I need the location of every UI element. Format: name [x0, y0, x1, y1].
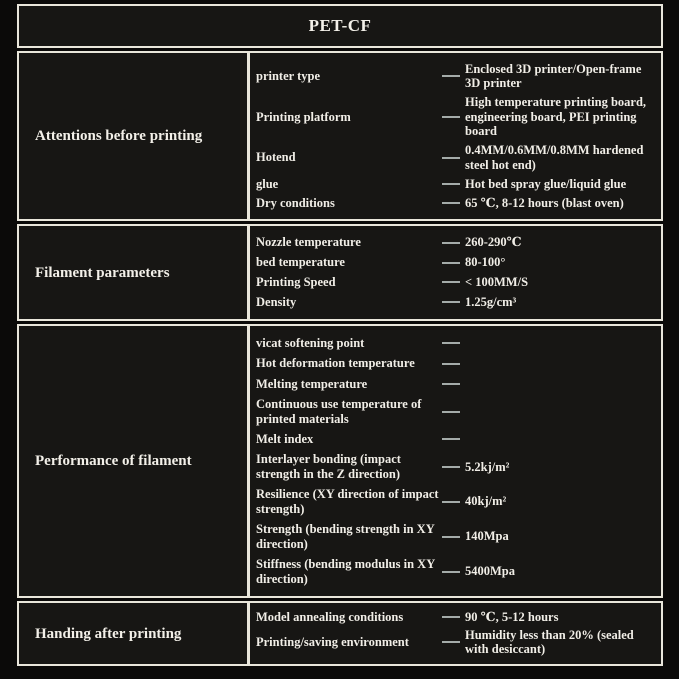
spec-value: Humidity less than 20% (sealed with desi…	[465, 627, 634, 657]
table-row: printer type Enclosed 3D printer/Open-fr…	[256, 62, 657, 91]
dash-separator	[442, 261, 460, 264]
spec-value: 65 ℃, 8-12 hours (blast oven)	[465, 195, 624, 210]
spec-value: 0.4MM/0.6MM/0.8MM hardened steel hot end…	[465, 143, 644, 172]
section-filament-parameters: Filament parameters Nozzle temperature 2…	[17, 224, 663, 321]
spec-label: Density	[256, 295, 297, 310]
section-rows: vicat softening point Hot deformation te…	[250, 326, 661, 596]
spec-label: Nozzle temperature	[256, 235, 361, 250]
dash-separator	[442, 241, 460, 244]
table-header: PET-CF	[17, 4, 663, 48]
dash-separator	[442, 641, 460, 644]
spec-label: Stiffness (bending modulus in XY directi…	[256, 557, 435, 586]
spec-label: Hotend	[256, 150, 296, 165]
dash-separator	[442, 75, 460, 78]
spec-label: Printing/saving environment	[256, 635, 409, 650]
spec-value: 80-100°	[465, 255, 506, 270]
table-row: Printing/saving environment Humidity les…	[256, 628, 657, 657]
spec-value: High temperature printing board, enginee…	[465, 95, 647, 139]
table-row: Model annealing conditions 90 ℃, 5-12 ho…	[256, 610, 657, 625]
section-title: Handing after printing	[35, 625, 182, 642]
table-row: bed temperature 80-100°	[256, 255, 657, 270]
section-title-cell: Handing after printing	[19, 603, 250, 664]
spec-value: 40kj/m²	[465, 494, 507, 509]
spec-value: 1.25g/cm³	[465, 295, 517, 310]
dash-separator	[442, 570, 460, 573]
table-row: Hotend 0.4MM/0.6MM/0.8MM hardened steel …	[256, 143, 657, 172]
spec-label: Model annealing conditions	[256, 610, 404, 625]
spec-value: Enclosed 3D printer/Open-frame 3D printe…	[465, 61, 642, 91]
table-row: Melt index	[256, 432, 657, 447]
table-row: Density 1.25g/cm³	[256, 295, 657, 310]
table-row: Resilience (XY direction of impact stren…	[256, 487, 657, 516]
dash-separator	[442, 342, 460, 345]
spec-label: printer type	[256, 68, 320, 83]
spec-value: < 100MM/S	[465, 275, 529, 290]
spec-label: Dry conditions	[256, 195, 335, 210]
dash-separator	[442, 301, 460, 304]
section-title: Filament parameters	[35, 264, 170, 281]
dash-separator	[442, 362, 460, 365]
section-attentions-before-printing: Attentions before printing printer type …	[17, 51, 663, 221]
table-row: Stiffness (bending modulus in XY directi…	[256, 557, 657, 586]
spec-label: Printing platform	[256, 109, 351, 124]
table-row: vicat softening point	[256, 336, 657, 351]
table-row: Printing platform High temperature print…	[256, 95, 657, 139]
table-row: Hot deformation temperature	[256, 356, 657, 371]
section-title-cell: Performance of filament	[19, 326, 250, 596]
section-title: Performance of filament	[35, 453, 192, 469]
spec-value: 5400Mpa	[465, 564, 515, 579]
section-performance-of-filament: Performance of filament vicat softening …	[17, 324, 663, 598]
spec-value: 90 ℃, 5-12 hours	[465, 610, 559, 625]
dash-separator	[442, 115, 460, 118]
section-rows: Model annealing conditions 90 ℃, 5-12 ho…	[250, 603, 661, 664]
section-rows: printer type Enclosed 3D printer/Open-fr…	[250, 53, 661, 219]
table-row: glue Hot bed spray glue/liquid glue	[256, 177, 657, 192]
table-row: Dry conditions 65 ℃, 8-12 hours (blast o…	[256, 196, 657, 211]
section-title-cell: Attentions before printing	[19, 53, 250, 219]
section-title-cell: Filament parameters	[19, 226, 250, 319]
dash-separator	[442, 382, 460, 385]
spec-value: Hot bed spray glue/liquid glue	[465, 176, 627, 191]
spec-label: Interlayer bonding (impact strength in t…	[256, 452, 401, 481]
spec-value: 5.2kj/m²	[465, 459, 510, 474]
spec-value: 140Mpa	[465, 529, 509, 544]
section-title: Attentions before printing	[35, 128, 203, 144]
dash-separator	[442, 156, 460, 159]
dash-separator	[442, 202, 460, 205]
table-row: Continuous use temperature of printed ma…	[256, 397, 657, 426]
table-row: Printing Speed < 100MM/S	[256, 275, 657, 290]
table-row: Strength (bending strength in XY directi…	[256, 522, 657, 551]
page-title: PET-CF	[308, 16, 372, 35]
table-row: Nozzle temperature 260-290℃	[256, 235, 657, 250]
spec-label: Melting temperature	[256, 376, 368, 391]
spec-table: PET-CF Attentions before printing printe…	[17, 4, 663, 669]
spec-label: bed temperature	[256, 255, 345, 270]
section-handing-after-printing: Handing after printing Model annealing c…	[17, 601, 663, 666]
spec-label: Printing Speed	[256, 275, 336, 290]
section-rows: Nozzle temperature 260-290℃ bed temperat…	[250, 226, 661, 319]
spec-label: Continuous use temperature of printed ma…	[256, 397, 422, 426]
dash-separator	[442, 465, 460, 468]
spec-label: Hot deformation temperature	[256, 356, 415, 371]
table-row: Interlayer bonding (impact strength in t…	[256, 452, 657, 481]
spec-label: Resilience (XY direction of impact stren…	[256, 487, 439, 516]
spec-value: 260-290℃	[465, 235, 522, 250]
spec-label: vicat softening point	[256, 335, 365, 350]
spec-label: glue	[256, 176, 279, 191]
dash-separator	[442, 500, 460, 503]
dash-separator	[442, 410, 460, 413]
spec-label: Strength (bending strength in XY directi…	[256, 522, 435, 551]
dash-separator	[442, 183, 460, 186]
dash-separator	[442, 616, 460, 619]
dash-separator	[442, 535, 460, 538]
dash-separator	[442, 281, 460, 284]
table-row: Melting temperature	[256, 377, 657, 392]
spec-label: Melt index	[256, 431, 314, 446]
dash-separator	[442, 438, 460, 441]
